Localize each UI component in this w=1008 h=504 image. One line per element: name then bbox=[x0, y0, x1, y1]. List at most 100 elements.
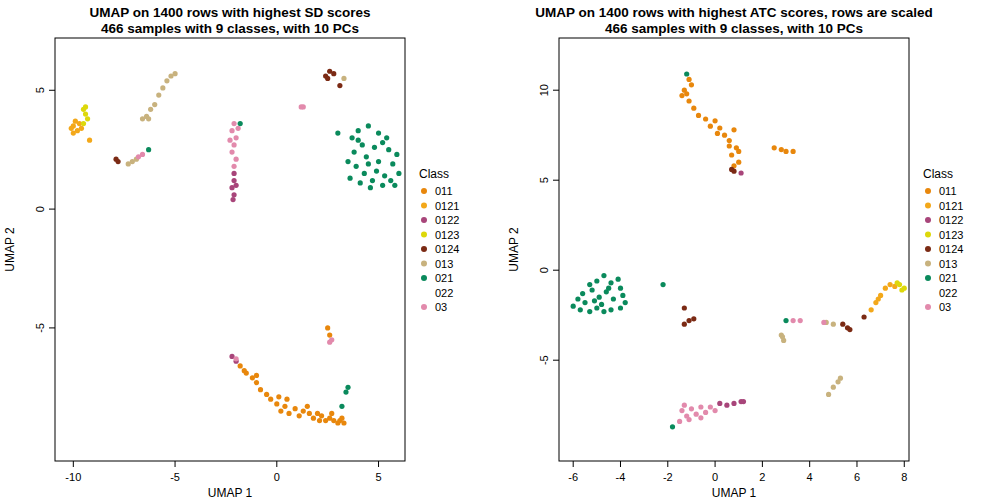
point bbox=[840, 322, 845, 327]
x-tick bbox=[715, 461, 716, 467]
point bbox=[349, 135, 354, 140]
point bbox=[229, 149, 234, 154]
point bbox=[386, 147, 391, 152]
legend-label: 011 bbox=[435, 185, 453, 197]
x-tick bbox=[276, 461, 277, 467]
point bbox=[231, 142, 236, 147]
point bbox=[783, 318, 788, 323]
point bbox=[783, 149, 788, 154]
y-tick-label: 0 bbox=[538, 267, 550, 273]
legend-label: 021 bbox=[435, 272, 453, 284]
point bbox=[587, 309, 592, 314]
point bbox=[582, 300, 587, 305]
point bbox=[311, 416, 316, 421]
subtitle: 466 samples with 9 classes, with 10 PCs bbox=[605, 21, 863, 36]
point bbox=[227, 138, 232, 143]
point bbox=[684, 71, 689, 76]
point bbox=[341, 76, 346, 81]
point bbox=[331, 71, 336, 76]
point bbox=[325, 76, 330, 81]
point bbox=[686, 98, 691, 103]
x-tick bbox=[809, 461, 810, 467]
point bbox=[356, 138, 361, 143]
point bbox=[146, 147, 151, 152]
point bbox=[611, 296, 616, 301]
point bbox=[71, 130, 76, 135]
point bbox=[592, 298, 597, 303]
point bbox=[301, 408, 306, 413]
point bbox=[729, 152, 734, 157]
point bbox=[358, 180, 363, 185]
point bbox=[337, 418, 342, 423]
point bbox=[370, 178, 375, 183]
y-tick bbox=[553, 90, 559, 91]
point bbox=[731, 127, 736, 132]
point bbox=[899, 287, 904, 292]
point bbox=[660, 282, 665, 287]
point bbox=[339, 404, 344, 409]
x-tick bbox=[73, 461, 74, 467]
point bbox=[278, 408, 283, 413]
point bbox=[847, 327, 852, 332]
point bbox=[282, 404, 287, 409]
legend-title: Class bbox=[419, 167, 449, 181]
legend-label: 013 bbox=[435, 258, 453, 270]
point bbox=[694, 412, 699, 417]
point bbox=[597, 295, 602, 300]
point bbox=[571, 304, 576, 309]
legend-marker bbox=[421, 290, 427, 296]
x-tick-label: 0 bbox=[274, 471, 280, 483]
point bbox=[708, 404, 713, 409]
point bbox=[362, 171, 367, 176]
point bbox=[861, 314, 866, 319]
point bbox=[708, 124, 713, 129]
point bbox=[724, 403, 729, 408]
y-tick-label: 5 bbox=[538, 177, 550, 183]
point bbox=[883, 286, 888, 291]
legend-label: 022 bbox=[939, 287, 957, 299]
y-tick bbox=[553, 360, 559, 361]
point bbox=[337, 83, 342, 88]
point bbox=[319, 413, 324, 418]
point bbox=[156, 92, 161, 97]
x-tick-label: 2 bbox=[759, 471, 765, 483]
point bbox=[727, 138, 732, 143]
point bbox=[264, 392, 269, 397]
y-tick bbox=[49, 90, 55, 91]
point bbox=[372, 145, 377, 150]
point bbox=[601, 273, 606, 278]
point bbox=[297, 413, 302, 418]
legend-label: 0123 bbox=[939, 229, 963, 241]
point bbox=[691, 106, 696, 111]
title: UMAP on 1400 rows with highest SD scores bbox=[89, 5, 370, 20]
point bbox=[791, 149, 796, 154]
y-tick bbox=[553, 180, 559, 181]
point bbox=[83, 111, 88, 116]
point bbox=[575, 296, 580, 301]
point bbox=[160, 85, 165, 90]
point bbox=[234, 135, 239, 140]
point bbox=[376, 130, 381, 135]
point bbox=[231, 164, 236, 169]
point bbox=[87, 138, 92, 143]
point bbox=[779, 147, 784, 152]
point bbox=[234, 157, 239, 162]
point bbox=[231, 121, 236, 126]
point bbox=[327, 332, 332, 337]
point bbox=[831, 385, 836, 390]
legend-label: 0121 bbox=[435, 200, 459, 212]
point bbox=[736, 160, 741, 165]
point bbox=[686, 318, 691, 323]
point bbox=[366, 123, 371, 128]
x-tick bbox=[573, 461, 574, 467]
point bbox=[69, 126, 74, 131]
point bbox=[305, 404, 310, 409]
x-tick bbox=[762, 461, 763, 467]
point bbox=[717, 125, 722, 130]
legend-title: Class bbox=[923, 167, 953, 181]
x-label: UMAP 1 bbox=[208, 486, 253, 500]
point bbox=[689, 406, 694, 411]
subtitle: 466 samples with 9 classes, with 10 PCs bbox=[101, 21, 359, 36]
panel: UMAP on 1400 rows with highest ATC score… bbox=[507, 5, 963, 500]
point bbox=[380, 183, 385, 188]
